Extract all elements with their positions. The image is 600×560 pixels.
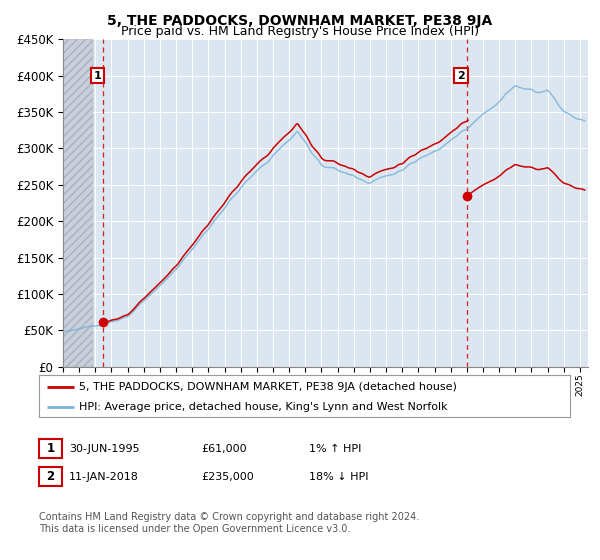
Text: 2: 2 [457,71,465,81]
Text: HPI: Average price, detached house, King's Lynn and West Norfolk: HPI: Average price, detached house, King… [79,402,448,412]
Text: Price paid vs. HM Land Registry's House Price Index (HPI): Price paid vs. HM Land Registry's House … [121,25,479,38]
Text: 11-JAN-2018: 11-JAN-2018 [69,472,139,482]
Bar [63,39,92,367]
Text: 18% ↓ HPI: 18% ↓ HPI [309,472,368,482]
Text: 5, THE PADDOCKS, DOWNHAM MARKET, PE38 9JA (detached house): 5, THE PADDOCKS, DOWNHAM MARKET, PE38 9J… [79,382,457,392]
Text: 1% ↑ HPI: 1% ↑ HPI [309,444,361,454]
Text: Contains HM Land Registry data © Crown copyright and database right 2024.
This d: Contains HM Land Registry data © Crown c… [39,512,419,534]
Text: £61,000: £61,000 [201,444,247,454]
Text: 2: 2 [46,470,55,483]
Text: 5, THE PADDOCKS, DOWNHAM MARKET, PE38 9JA: 5, THE PADDOCKS, DOWNHAM MARKET, PE38 9J… [107,14,493,28]
Text: 1: 1 [46,442,55,455]
Text: 30-JUN-1995: 30-JUN-1995 [69,444,140,454]
Text: 1: 1 [94,71,101,81]
Text: £235,000: £235,000 [201,472,254,482]
